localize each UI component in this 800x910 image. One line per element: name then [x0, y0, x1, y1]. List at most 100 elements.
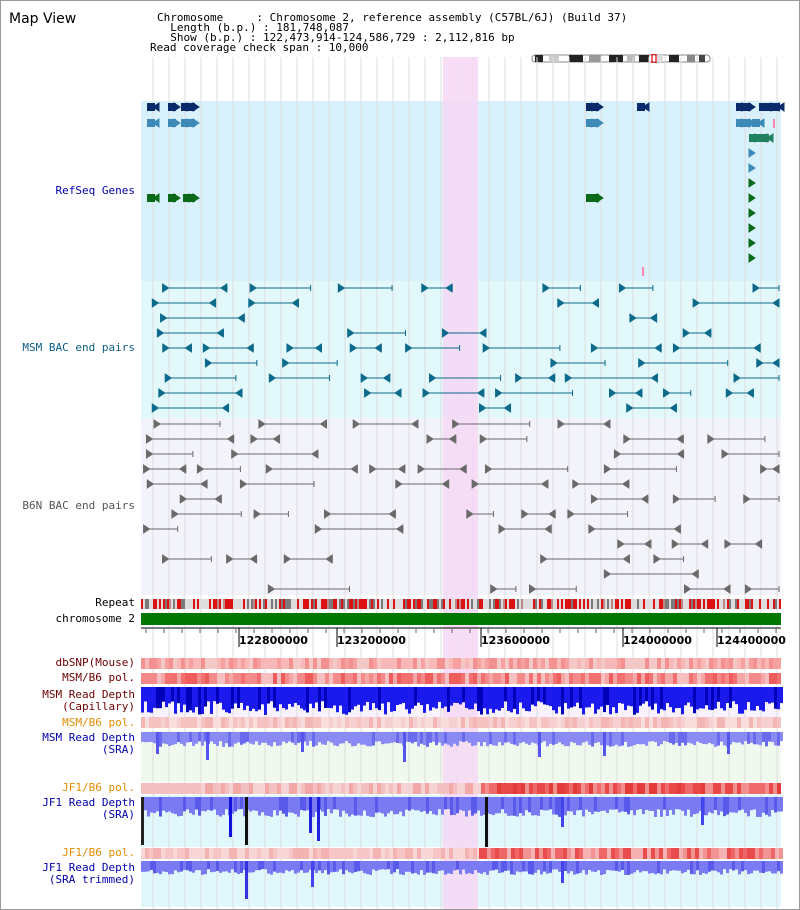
depth-bar [165, 861, 168, 873]
depth-bar [375, 687, 378, 709]
depth-bar [180, 687, 183, 713]
depth-bar [375, 861, 378, 871]
heat-cell [449, 658, 453, 669]
depth-bar [720, 861, 723, 875]
heat-cell [473, 658, 477, 669]
heat-cell [421, 848, 425, 859]
heat-cell [189, 658, 193, 669]
repeat-element [689, 599, 691, 609]
heat-cell [701, 658, 705, 669]
depth-bar [165, 797, 168, 813]
depth-bar [711, 797, 714, 814]
heat-cell [205, 658, 209, 669]
depth-bar [624, 732, 627, 742]
depth-bar [381, 861, 384, 870]
heat-cell [457, 673, 461, 684]
track-label-dbsnp[interactable]: dbSNP(Mouse) [55, 656, 135, 669]
depth-bar [231, 797, 234, 814]
depth-bar [384, 732, 387, 744]
repeat-element [751, 599, 753, 609]
track-label-jf1-depth-trim-1[interactable]: JF1 Read Depth [42, 861, 135, 874]
heat-cell [757, 717, 761, 728]
heat-cell [545, 673, 549, 684]
heat-cell [217, 783, 221, 794]
depth-bar [219, 732, 222, 742]
heat-cell [579, 848, 583, 859]
heat-cell [569, 658, 573, 669]
depth-bar [735, 732, 738, 743]
depth-bar [405, 732, 408, 742]
depth-bar [657, 732, 660, 747]
gene-exon [591, 119, 599, 127]
depth-bar [168, 732, 171, 747]
bac-end-arrow [490, 584, 498, 594]
depth-bar [531, 732, 534, 743]
depth-bar [393, 732, 396, 743]
heat-cell [679, 848, 683, 859]
heat-cell [141, 717, 145, 728]
heat-cell [493, 783, 497, 794]
bac-end-arrow [268, 373, 277, 383]
depth-bar [261, 861, 264, 870]
depth-bar [552, 797, 555, 815]
track-label-msm-b6-pol-1[interactable]: MSM/B6 pol. [62, 671, 135, 684]
depth-bar [633, 687, 636, 715]
depth-bar [666, 797, 669, 816]
heat-cell [763, 848, 767, 859]
heat-cell [373, 673, 377, 684]
bac-end-arrow [286, 343, 294, 353]
heat-cell [281, 848, 285, 859]
depth-bar [150, 797, 153, 813]
heat-cell [569, 783, 573, 794]
track-label-refseq-genes[interactable]: RefSeq Genes [55, 184, 135, 197]
heatmap-tracks [141, 658, 783, 859]
track-label-b6n-bac[interactable]: B6N BAC end pairs [22, 499, 135, 512]
depth-bar [153, 732, 156, 744]
depth-bar [159, 732, 162, 747]
heat-cell [645, 717, 649, 728]
depth-bar [417, 687, 420, 703]
repeat-element [661, 599, 663, 609]
track-label-msm-b6-pol-2[interactable]: MSM/B6 pol. [62, 716, 135, 729]
track-label-msm-bac[interactable]: MSM BAC end pairs [22, 341, 135, 354]
heat-cell [261, 673, 265, 684]
repeat-element [573, 599, 575, 609]
heat-cell [669, 717, 673, 728]
track-label-jf1-depth-sra-1[interactable]: JF1 Read Depth [42, 796, 135, 809]
heat-cell [673, 658, 677, 669]
track-label-jf1-b6-pol-2[interactable]: JF1/B6 pol. [62, 846, 135, 859]
heat-cell [213, 673, 217, 684]
depth-bar [543, 687, 546, 705]
repeat-element [759, 599, 761, 609]
heat-cell [145, 658, 149, 669]
heat-cell [237, 673, 241, 684]
heat-cell [461, 658, 465, 669]
gene-exon [181, 103, 189, 111]
depth-bar [564, 861, 567, 871]
track-label-repeat[interactable]: Repeat [95, 596, 135, 609]
track-label-jf1-b6-pol-1[interactable]: JF1/B6 pol. [62, 781, 135, 794]
heat-cell [149, 658, 153, 669]
depth-bar [342, 861, 345, 875]
depth-bar [231, 861, 234, 870]
bac-end-arrow [590, 494, 599, 504]
depth-bar [378, 732, 381, 742]
repeat-element [675, 599, 677, 609]
bac-end-arrow [495, 388, 503, 398]
heat-cell [397, 717, 401, 728]
heat-cell [445, 717, 449, 728]
repeat-element [517, 599, 519, 609]
depth-bar [609, 797, 612, 810]
gene-exon [586, 103, 594, 111]
b6n-bac-features [143, 419, 780, 594]
track-label-msm-depth-cap-1[interactable]: MSM Read Depth [42, 688, 135, 701]
depth-bar [516, 797, 519, 817]
heat-cell [153, 717, 157, 728]
track-label-msm-depth-sra-1[interactable]: MSM Read Depth [42, 731, 135, 744]
heat-cell [733, 783, 737, 794]
heat-cell [145, 783, 149, 794]
depth-bar [405, 861, 408, 872]
depth-bar [141, 732, 144, 742]
depth-bar [408, 687, 411, 714]
